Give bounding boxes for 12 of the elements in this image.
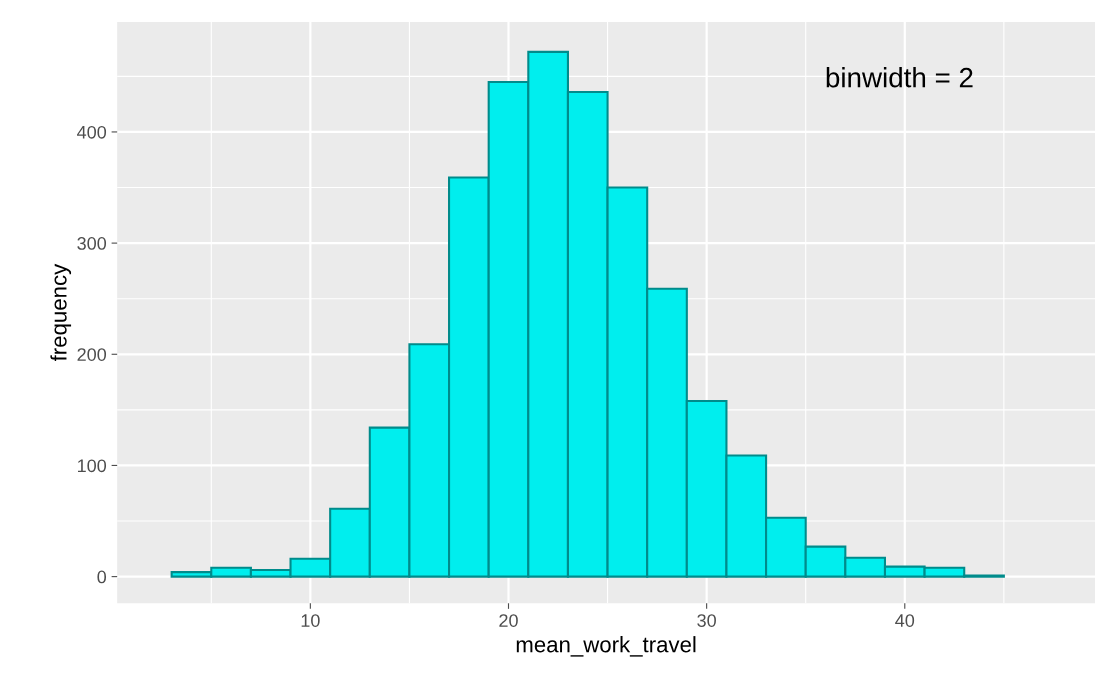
x-tick-label: 40 bbox=[895, 614, 915, 627]
y-axis-title: frequency bbox=[50, 263, 72, 362]
y-tick-label: 300 bbox=[77, 237, 107, 250]
x-axis-title: mean_work_travel bbox=[516, 636, 696, 657]
x-tick-label: 20 bbox=[499, 614, 518, 627]
x-tick-label: 30 bbox=[697, 614, 716, 627]
annotation: binwidth = 2 bbox=[826, 67, 973, 88]
x-tick-label: 10 bbox=[301, 614, 320, 627]
y-tick-label: 0 bbox=[97, 570, 107, 584]
y-tick-label: 100 bbox=[78, 459, 107, 473]
y-tick-label: 400 bbox=[77, 125, 107, 139]
y-tick-label: 200 bbox=[77, 348, 107, 361]
